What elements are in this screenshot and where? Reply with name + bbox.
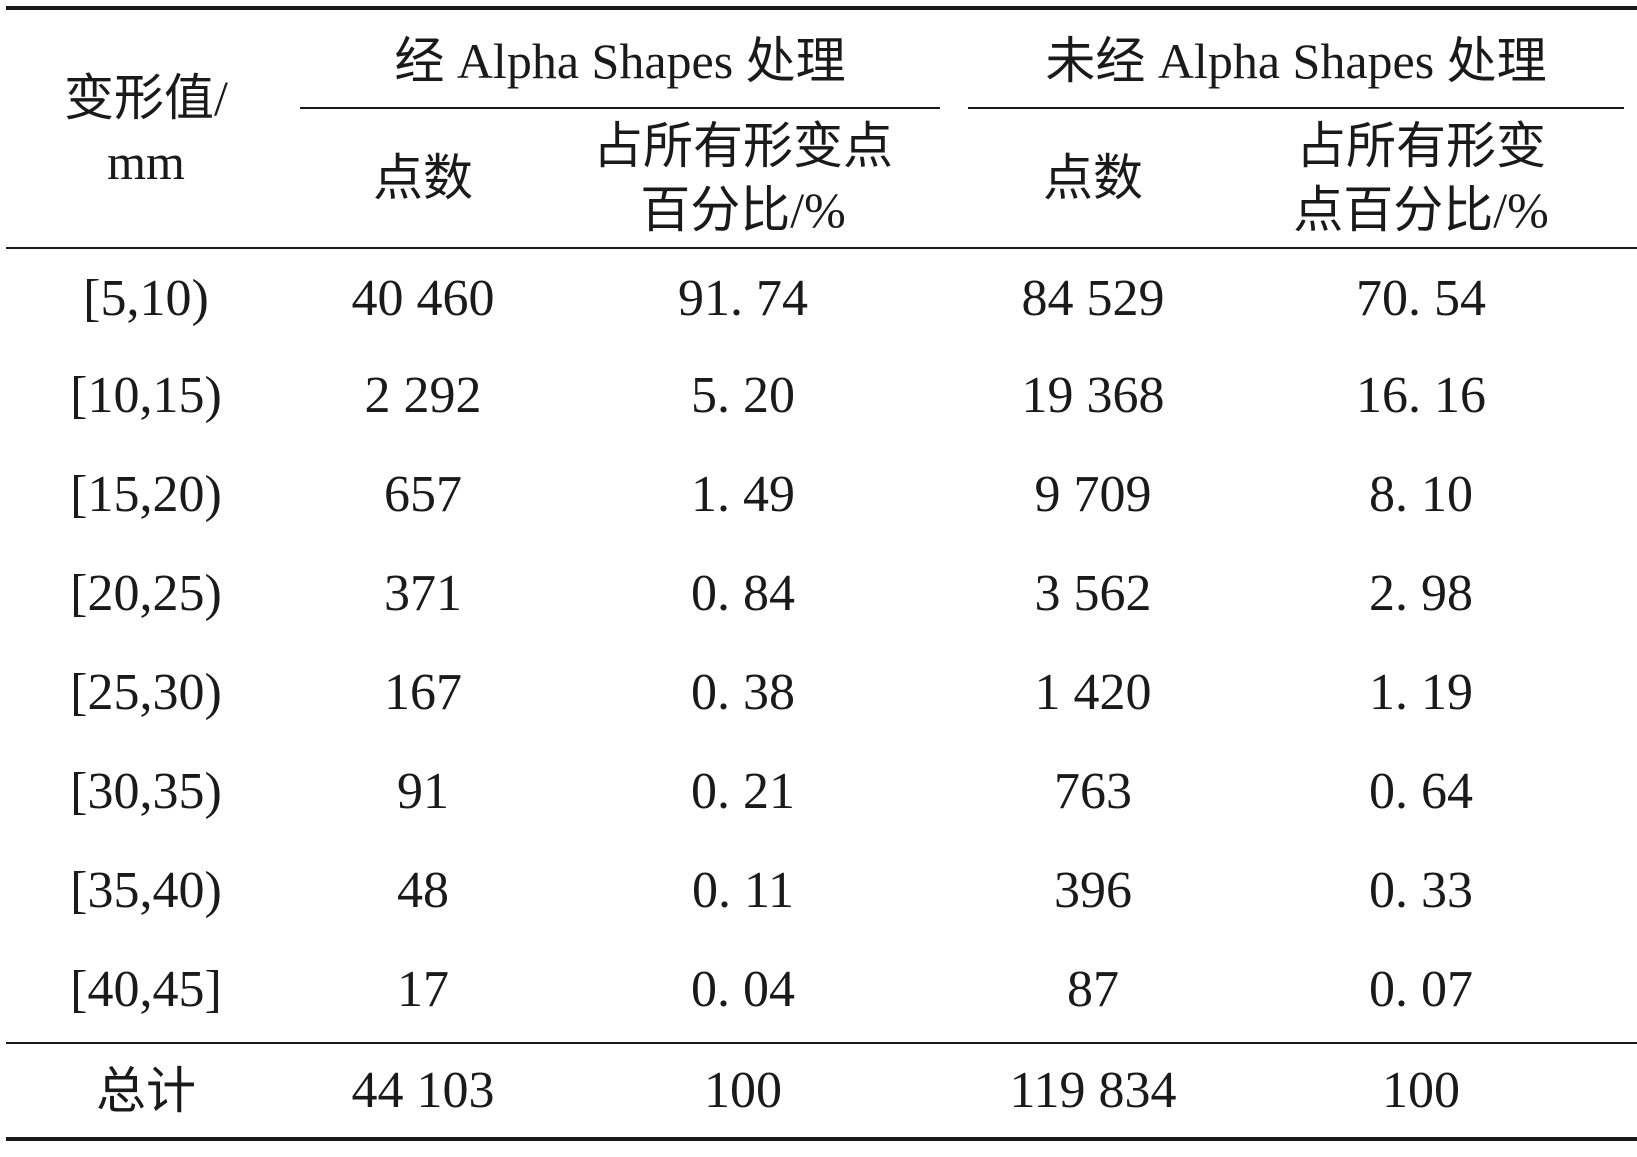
row-unprocessed-count: 763 <box>1054 762 1132 820</box>
row-unprocessed-percent: 0. 07 <box>1369 960 1473 1018</box>
header-bottom-rule <box>6 247 1637 249</box>
row-unprocessed-percent: 1. 19 <box>1369 663 1473 721</box>
row-processed-percent: 0. 21 <box>691 762 795 820</box>
row-processed-percent: 0. 04 <box>691 960 795 1018</box>
group1-header-rule <box>300 107 940 109</box>
header-processed-percent: 占所有形变点 百分比/% <box>546 112 940 244</box>
total-processed-count: 44 103 <box>351 1062 495 1119</box>
row-unprocessed-percent: 2. 98 <box>1369 564 1473 622</box>
row-range: [10,15) <box>70 366 222 424</box>
row-processed-count: 40 460 <box>351 270 495 327</box>
row-unprocessed-count: 396 <box>1054 861 1132 919</box>
header-unprocessed-percent-line2: 点百分比/% <box>1293 182 1549 238</box>
row-unprocessed-percent: 0. 64 <box>1369 762 1473 820</box>
row-processed-percent: 5. 20 <box>691 366 795 424</box>
row-unprocessed-count: 84 529 <box>1021 270 1165 327</box>
row-processed-count: 371 <box>384 564 462 622</box>
row-range: [20,25) <box>70 564 222 622</box>
header-deformation-value: 变形值/ mm <box>6 16 286 244</box>
table-bottom-rule <box>6 1137 1637 1141</box>
row-processed-percent: 91. 74 <box>678 270 808 327</box>
row-processed-count: 48 <box>397 861 449 919</box>
row-range: [40,45] <box>70 960 222 1018</box>
row-processed-count: 91 <box>397 762 449 820</box>
row-processed-count: 2 292 <box>364 366 482 424</box>
row-processed-count: 17 <box>397 960 449 1018</box>
row-processed-percent: 0. 11 <box>691 861 795 919</box>
total-processed-percent: 100 <box>704 1062 782 1119</box>
row-range: [15,20) <box>70 465 222 523</box>
header-processed-percent-line1: 占所有形变点 <box>593 118 893 174</box>
header-deformation-unit: mm <box>107 134 185 190</box>
total-unprocessed-percent: 100 <box>1382 1062 1460 1119</box>
row-unprocessed-percent: 8. 10 <box>1369 465 1473 523</box>
header-unprocessed-percent: 占所有形变 点百分比/% <box>1218 112 1624 244</box>
row-processed-percent: 0. 84 <box>691 564 795 622</box>
row-processed-count: 167 <box>384 663 462 721</box>
row-unprocessed-percent: 70. 54 <box>1356 270 1486 327</box>
row-unprocessed-count: 9 709 <box>1034 465 1152 523</box>
row-unprocessed-count: 19 368 <box>1021 366 1165 424</box>
header-unprocessed-count: 点数 <box>1043 150 1143 206</box>
row-range: [30,35) <box>70 762 222 820</box>
header-group-processed: 经 Alpha Shapes 处理 <box>394 33 846 89</box>
table-top-rule <box>6 6 1637 10</box>
row-range: [35,40) <box>70 861 222 919</box>
header-processed-count: 点数 <box>373 150 473 206</box>
row-unprocessed-percent: 0. 33 <box>1369 861 1473 919</box>
total-label: 总计 <box>96 1063 196 1119</box>
row-unprocessed-percent: 16. 16 <box>1356 366 1486 424</box>
row-range: [5,10) <box>83 270 209 327</box>
row-unprocessed-count: 1 420 <box>1034 663 1152 721</box>
row-processed-percent: 0. 38 <box>691 663 795 721</box>
row-unprocessed-count: 87 <box>1067 960 1119 1018</box>
row-processed-percent: 1. 49 <box>691 465 795 523</box>
header-group-unprocessed: 未经 Alpha Shapes 处理 <box>1045 33 1547 89</box>
header-unprocessed-percent-line1: 占所有形变 <box>1296 118 1546 174</box>
total-unprocessed-count: 119 834 <box>1009 1062 1177 1119</box>
row-processed-count: 657 <box>384 465 462 523</box>
row-range: [25,30) <box>70 663 222 721</box>
total-separator-rule <box>6 1042 1637 1044</box>
row-unprocessed-count: 3 562 <box>1034 564 1152 622</box>
header-deformation-label: 变形值/ <box>64 70 228 126</box>
group2-header-rule <box>968 107 1624 109</box>
header-processed-percent-line2: 百分比/% <box>640 182 846 238</box>
